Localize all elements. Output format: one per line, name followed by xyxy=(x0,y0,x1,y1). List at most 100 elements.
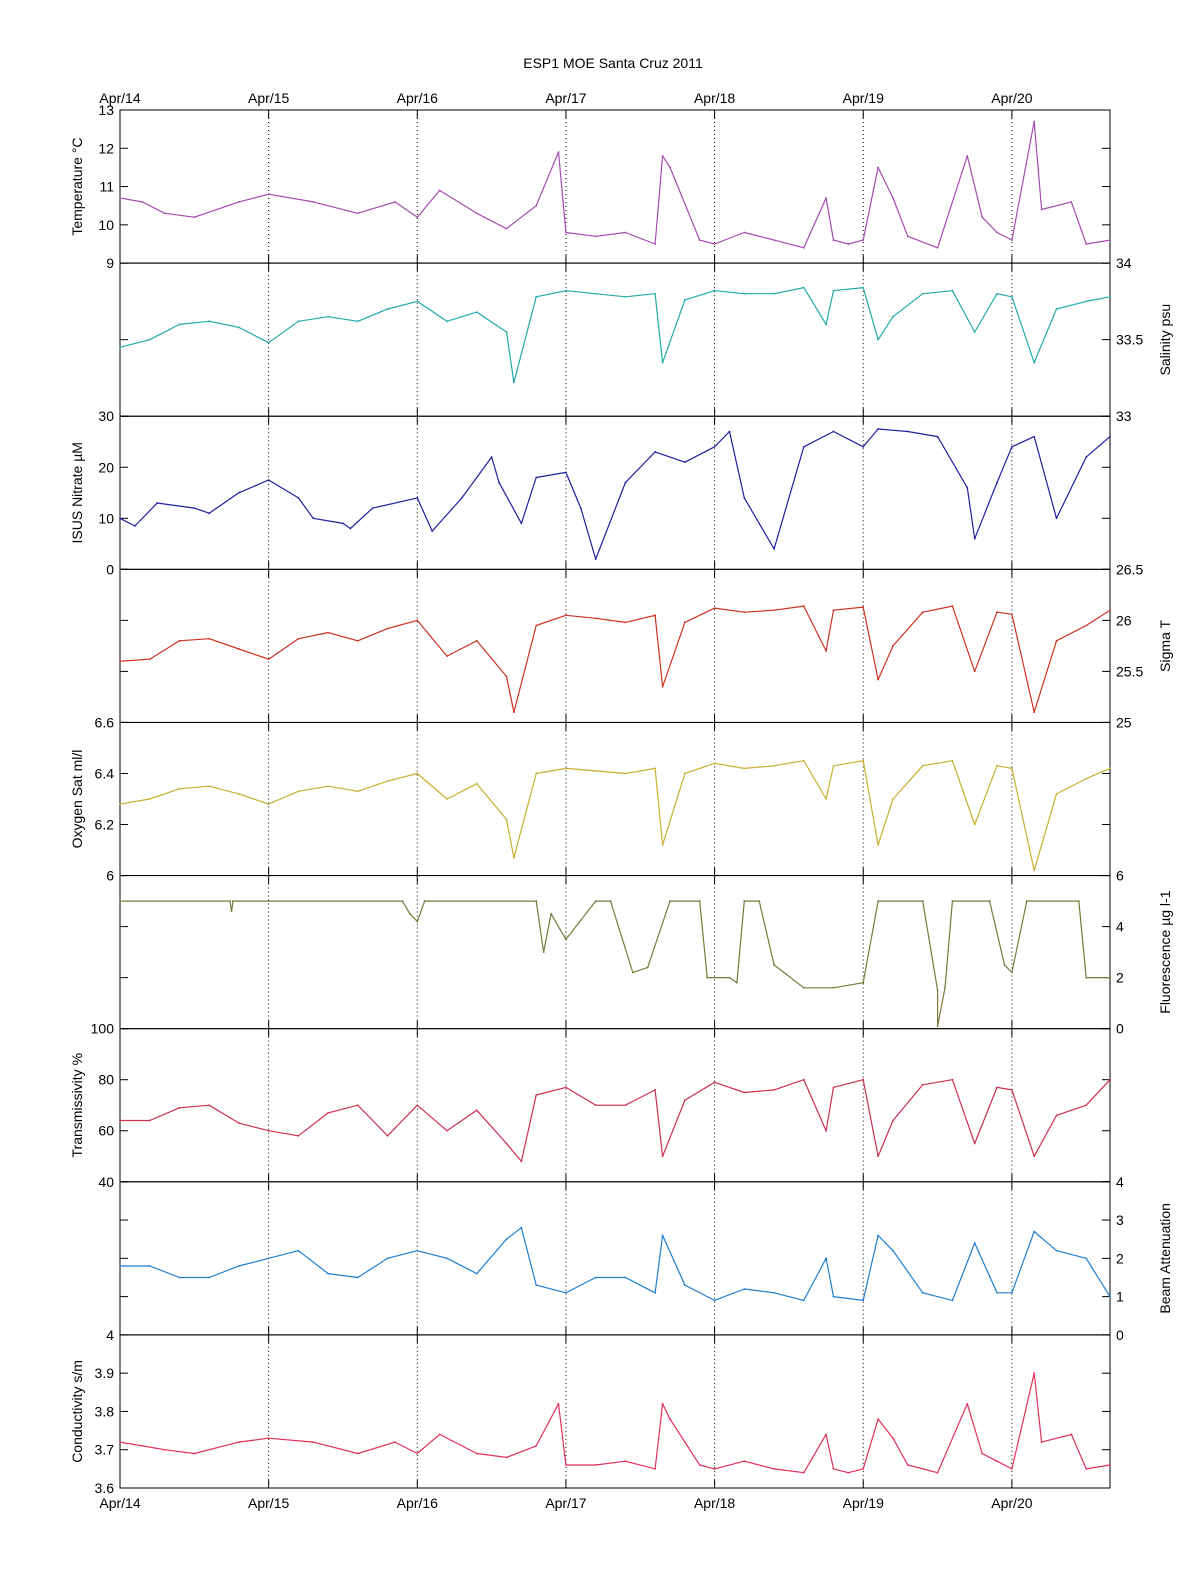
data-point xyxy=(802,1078,805,1081)
data-point xyxy=(1109,1078,1111,1081)
data-point xyxy=(936,1025,939,1028)
data-point xyxy=(669,166,671,169)
axis-label-conductivity: Conductivity s/m xyxy=(69,1360,85,1463)
data-point xyxy=(423,900,426,902)
data-point xyxy=(1085,1467,1088,1470)
data-point xyxy=(936,1471,939,1474)
data-point xyxy=(609,900,612,902)
y-tick-label: 13 xyxy=(98,102,114,118)
data-point xyxy=(743,611,746,614)
y-tick-label: 26.5 xyxy=(1116,561,1143,577)
data-point xyxy=(877,338,880,341)
data-point xyxy=(624,481,627,484)
data-point xyxy=(624,1276,627,1279)
data-point xyxy=(297,1249,300,1252)
data-point xyxy=(1025,900,1028,902)
data-point xyxy=(475,1109,478,1112)
data-point xyxy=(505,1456,508,1459)
data-point xyxy=(654,1291,657,1294)
data-point xyxy=(356,1276,359,1279)
data-point xyxy=(475,782,478,785)
y-tick-label: 0 xyxy=(1116,1021,1124,1037)
data-point xyxy=(713,289,716,292)
data-point xyxy=(520,1226,523,1229)
data-point xyxy=(565,471,567,474)
panel-sigma_t: 25 25.5 26 26.5 Sigma T xyxy=(119,561,1173,730)
data-point xyxy=(386,1134,389,1137)
data-point xyxy=(416,619,419,622)
data-point xyxy=(297,320,300,323)
data-point xyxy=(148,1265,151,1267)
data-point xyxy=(713,445,716,448)
data-point xyxy=(825,798,827,800)
data-point xyxy=(565,231,567,234)
data-point xyxy=(416,1452,419,1455)
data-point xyxy=(654,243,657,245)
axis-label-fluorescence: Fluorescence µg l-1 xyxy=(1157,890,1173,1013)
data-point xyxy=(832,1086,835,1089)
data-point xyxy=(119,517,121,520)
y-tick-label: 0 xyxy=(106,561,114,577)
data-point xyxy=(996,611,998,614)
y-tick-label: 12 xyxy=(98,140,114,156)
data-point xyxy=(877,1234,880,1237)
top-date-tick-label: Apr/14 xyxy=(99,90,140,106)
data-point xyxy=(550,912,552,915)
data-point xyxy=(475,639,478,642)
axis-label-salinity: Salinity psu xyxy=(1157,304,1173,376)
data-point xyxy=(713,1081,716,1084)
data-point xyxy=(773,963,775,966)
bottom-date-axis: Apr/14 Apr/15 Apr/16 Apr/17 Apr/18 Apr/19 Apr/… xyxy=(99,1495,1032,1511)
data-point xyxy=(654,767,657,770)
data-point xyxy=(178,1276,181,1279)
y-tick-label: 80 xyxy=(98,1072,114,1088)
data-point xyxy=(921,900,924,902)
y-tick-label: 33.5 xyxy=(1116,332,1143,348)
data-point xyxy=(906,430,909,433)
data-point xyxy=(743,767,746,770)
data-point xyxy=(520,1160,523,1163)
data-point xyxy=(371,507,374,509)
data-point xyxy=(832,986,835,989)
axis-label-beam_attenuation: Beam Attenuation xyxy=(1157,1203,1173,1314)
data-point xyxy=(624,621,627,624)
data-point xyxy=(1055,1249,1058,1252)
data-point xyxy=(327,1272,330,1275)
data-point xyxy=(119,1265,121,1267)
y-tick-label: 3 xyxy=(1116,1212,1124,1228)
data-point xyxy=(773,239,775,242)
data-point xyxy=(951,289,954,292)
data-point xyxy=(743,1288,746,1290)
data-point xyxy=(743,900,746,902)
data-point xyxy=(877,1155,880,1158)
y-tick-label: 2 xyxy=(1116,1250,1124,1266)
data-point xyxy=(1085,1257,1088,1260)
data-point xyxy=(267,658,270,661)
data-point xyxy=(297,1134,300,1137)
data-point xyxy=(683,1099,686,1102)
data-point xyxy=(1003,963,1006,966)
data-point xyxy=(1010,1467,1013,1470)
y-tick-label: 26 xyxy=(1116,612,1132,628)
data-point xyxy=(1033,711,1036,714)
data-point xyxy=(438,189,441,192)
data-point xyxy=(973,331,976,333)
data-point xyxy=(981,1452,984,1455)
data-point xyxy=(698,900,701,902)
data-point xyxy=(713,1467,716,1470)
data-point xyxy=(408,912,411,915)
data-point xyxy=(1010,295,1013,298)
data-point xyxy=(1085,624,1088,627)
data-point xyxy=(579,507,582,509)
data-point xyxy=(520,522,523,525)
data-point xyxy=(847,1471,850,1474)
bottom-date-tick-label: Apr/17 xyxy=(545,1495,586,1511)
data-point xyxy=(416,1104,419,1107)
data-point xyxy=(683,298,686,301)
data-point xyxy=(802,1299,805,1302)
data-point xyxy=(238,1122,240,1124)
data-point xyxy=(892,1249,894,1252)
data-point xyxy=(1109,239,1111,242)
data-point xyxy=(230,910,233,913)
data-point xyxy=(973,670,976,673)
